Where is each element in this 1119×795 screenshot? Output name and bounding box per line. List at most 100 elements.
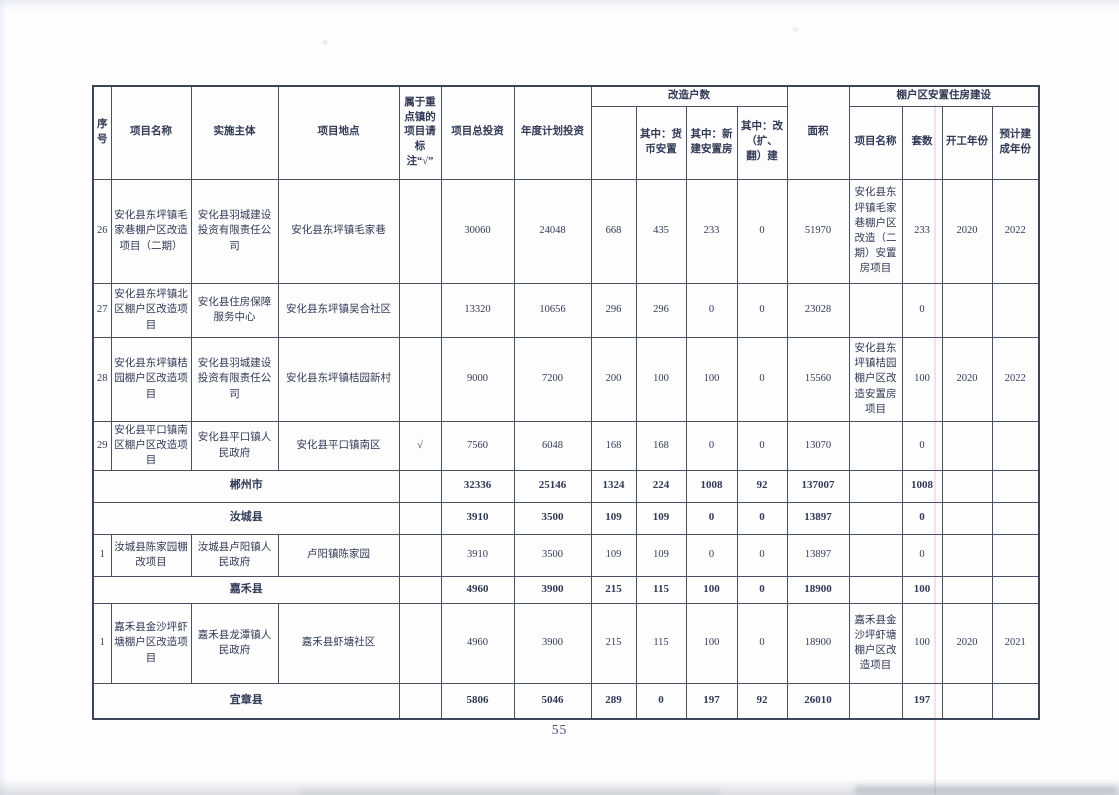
table-cell: 30060 bbox=[440, 178, 515, 284]
table-cell: 6048 bbox=[513, 420, 592, 471]
table-cell bbox=[398, 336, 442, 422]
table-cell: 23028 bbox=[786, 282, 850, 338]
table-cell: 100 bbox=[901, 602, 943, 684]
col-seq: 序号 bbox=[92, 85, 112, 180]
col-rebuilt: 其中：改（扩、翻）建 bbox=[736, 105, 788, 180]
table-cell: 安化县东坪镇毛家巷棚户区改造项目（二期） bbox=[110, 178, 192, 284]
table-cell: 233 bbox=[901, 178, 943, 284]
table-cell bbox=[941, 501, 993, 535]
table-cell: 7200 bbox=[513, 336, 592, 422]
table-cell: 109 bbox=[590, 533, 637, 577]
table-cell: 168 bbox=[635, 420, 687, 471]
col-location: 项目地点 bbox=[277, 85, 400, 180]
table-cell: 100 bbox=[901, 575, 943, 604]
header-row: 其中：货币安置 其中：新建安置房 其中：改（扩、翻）建 项目名称 套数 开工年份 预计建成年… bbox=[93, 105, 1040, 180]
table-cell: 0 bbox=[736, 420, 788, 471]
col-households-total bbox=[590, 105, 637, 180]
table-cell: 0 bbox=[736, 336, 788, 422]
table-cell: 安化县羽城建设投资有限责任公司 bbox=[190, 336, 279, 422]
table-cell: 3500 bbox=[513, 533, 592, 577]
table-cell bbox=[398, 682, 442, 720]
table-cell: 115 bbox=[635, 602, 687, 684]
table-cell: 289 bbox=[590, 682, 637, 720]
table-cell bbox=[398, 533, 442, 577]
table-cell: 安化县东坪镇桔园棚户区改造项目 bbox=[110, 336, 192, 422]
table-cell: 197 bbox=[901, 682, 943, 720]
table-cell: 92 bbox=[736, 682, 788, 720]
col-total-investment: 项目总投资 bbox=[440, 85, 515, 180]
projects-table: 序号 项目名称 实施主体 项目地点 属于重点镇的项目请标注“√” 项目总投资 年度计划投资改… bbox=[92, 85, 1040, 720]
table-cell: 168 bbox=[590, 420, 637, 471]
table-header: 序号 项目名称 实施主体 项目地点 属于重点镇的项目请标注“√” 项目总投资 年度计划投资改… bbox=[92, 85, 1040, 180]
col-start-year: 开工年份 bbox=[941, 105, 993, 180]
col-area: 面积 bbox=[786, 85, 850, 180]
table-row: 1 嘉禾县金沙坪虾塘棚户区改造项目 嘉禾县龙潭镇人民政府 嘉禾县虾塘社区 4960 390… bbox=[92, 602, 1040, 684]
table-cell: 0 bbox=[736, 282, 788, 338]
table-row: 28 安化县东坪镇桔园棚户区改造项目 安化县羽城建设投资有限责任公司 安化县东坪镇桔园… bbox=[92, 336, 1040, 422]
table-cell bbox=[941, 282, 993, 338]
table-cell bbox=[398, 501, 442, 535]
group-renovated-households: 改造户数 bbox=[590, 85, 788, 107]
col-monetary-resettlement: 其中：货币安置 bbox=[635, 105, 687, 180]
scan-smudge bbox=[300, 790, 720, 795]
table-cell: 卢阳镇陈家园 bbox=[277, 533, 400, 577]
table-cell: 0 bbox=[901, 501, 943, 535]
table-cell: 0 bbox=[685, 533, 738, 577]
table-cell: 安化县平口镇人民政府 bbox=[190, 420, 279, 471]
table-cell: 224 bbox=[635, 469, 687, 503]
table-cell bbox=[941, 682, 993, 720]
table-cell: √ bbox=[398, 420, 442, 471]
table-row: 27 安化县东坪镇北区棚户区改造项目 安化县住房保障服务中心 安化县东坪镇吴合社区 13… bbox=[92, 282, 1040, 338]
table-cell bbox=[941, 420, 993, 471]
table-cell bbox=[941, 575, 993, 604]
table-cell bbox=[941, 533, 993, 577]
table-cell bbox=[848, 682, 903, 720]
table-cell: 27 bbox=[92, 282, 112, 338]
summary-row: 汝城县 3910 3500 109 109 0 0 13897 0 bbox=[92, 501, 1040, 535]
table-cell: 215 bbox=[590, 602, 637, 684]
table-cell: 2022 bbox=[991, 178, 1040, 284]
table-cell: 15560 bbox=[786, 336, 850, 422]
table-cell: 0 bbox=[901, 533, 943, 577]
table-cell: 郴州市 bbox=[92, 469, 400, 503]
summary-row: 嘉禾县 4960 3900 215 115 100 0 18900 100 bbox=[92, 575, 1040, 604]
table-cell bbox=[848, 282, 903, 338]
table-cell: 197 bbox=[685, 682, 738, 720]
table-cell: 0 bbox=[736, 533, 788, 577]
table-cell: 100 bbox=[685, 602, 738, 684]
table-cell bbox=[848, 420, 903, 471]
table-cell: 109 bbox=[635, 501, 687, 535]
table-cell: 26 bbox=[92, 178, 112, 284]
table-cell: 0 bbox=[736, 602, 788, 684]
table-cell: 100 bbox=[685, 336, 738, 422]
table-cell: 4960 bbox=[440, 575, 515, 604]
summary-row: 郴州市 32336 25146 1324 224 1008 92 137007 1008 bbox=[92, 469, 1040, 503]
table-cell: 109 bbox=[590, 501, 637, 535]
table-cell bbox=[398, 575, 442, 604]
col-expected-completion-year: 预计建成年份 bbox=[991, 105, 1040, 180]
page-footer-number: 55 bbox=[551, 722, 568, 737]
table-cell: 安化县东坪镇北区棚户区改造项目 bbox=[110, 282, 192, 338]
table-cell: 2021 bbox=[991, 602, 1040, 684]
table-cell: 2020 bbox=[941, 336, 993, 422]
table-cell: 18900 bbox=[786, 575, 850, 604]
table-cell: 10656 bbox=[513, 282, 592, 338]
table-cell: 1008 bbox=[685, 469, 738, 503]
table-cell: 25146 bbox=[513, 469, 592, 503]
table-cell: 3910 bbox=[440, 501, 515, 535]
col-resettlement-project-name: 项目名称 bbox=[848, 105, 903, 180]
table-cell: 13897 bbox=[786, 501, 850, 535]
table-cell: 0 bbox=[736, 501, 788, 535]
table-cell: 安化县住房保障服务中心 bbox=[190, 282, 279, 338]
table-cell bbox=[991, 575, 1040, 604]
table-cell: 296 bbox=[590, 282, 637, 338]
table-cell bbox=[398, 178, 442, 284]
table-cell: 安化县东坪镇桔园棚户区改造安置房项目 bbox=[848, 336, 903, 422]
col-project-name: 项目名称 bbox=[110, 85, 192, 180]
scan-edge-tint-top bbox=[0, 0, 1119, 10]
header-row: 序号 项目名称 实施主体 项目地点 属于重点镇的项目请标注“√” 项目总投资 年度计划投资改… bbox=[92, 85, 1040, 180]
table-cell: 115 bbox=[635, 575, 687, 604]
table-row: 26 安化县东坪镇毛家巷棚户区改造项目（二期） 安化县羽城建设投资有限责任公司 安化县… bbox=[92, 178, 1040, 284]
table-cell: 24048 bbox=[513, 178, 592, 284]
